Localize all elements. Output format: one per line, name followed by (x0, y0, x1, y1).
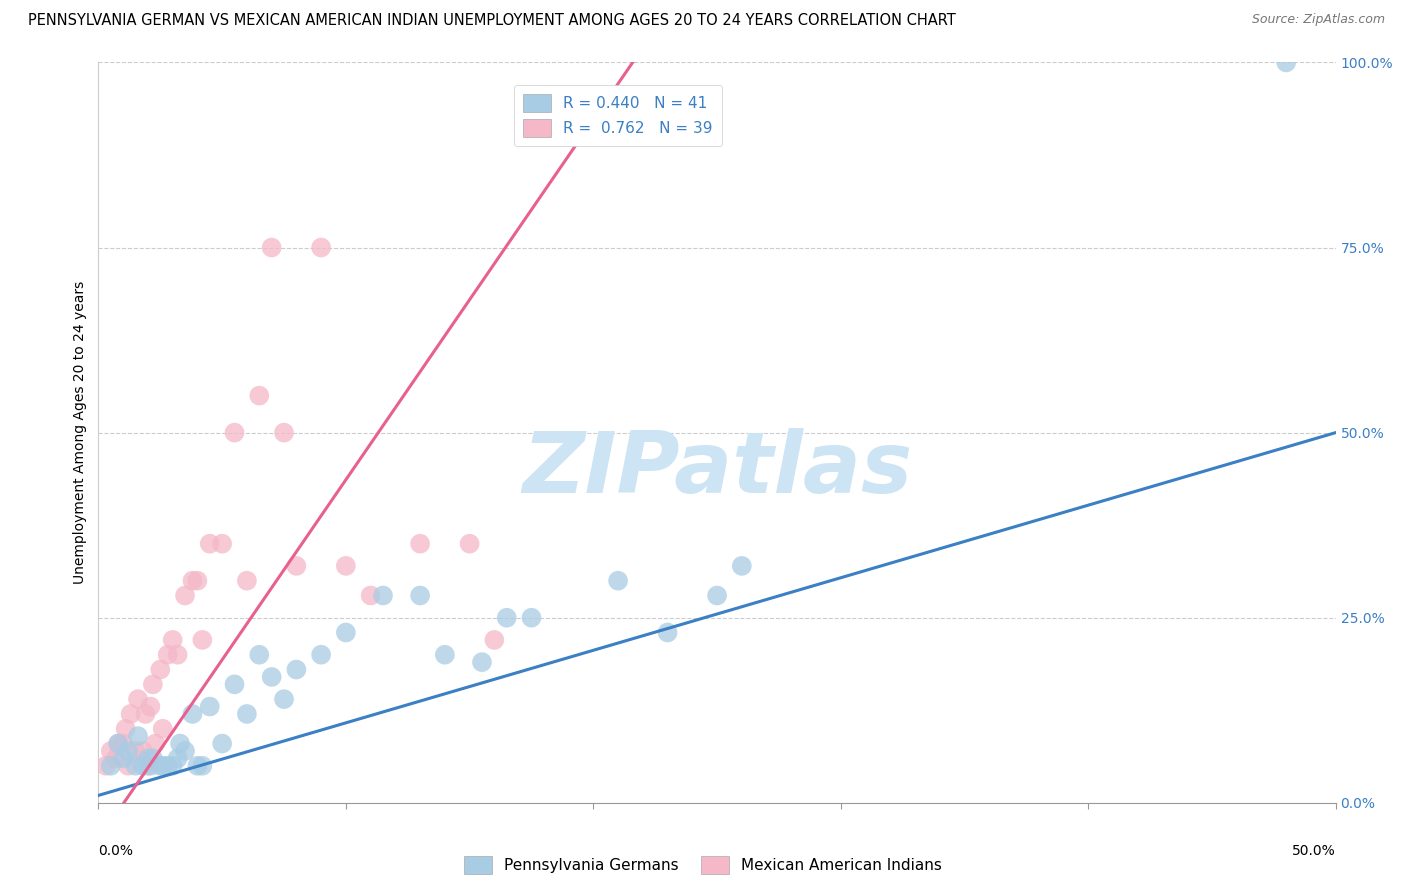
Point (520, 611, 543, 625)
Point (224, 425, 246, 440)
Text: 0.0%: 0.0% (98, 844, 134, 857)
Point (124, 758, 146, 772)
Point (117, 744, 139, 758)
Point (104, 751, 127, 765)
Point (107, 737, 129, 751)
Point (139, 699, 162, 714)
Point (260, 670, 283, 684)
Point (335, 558, 357, 573)
Point (211, 737, 233, 751)
Point (162, 758, 184, 772)
Point (112, 751, 135, 765)
Point (247, 648, 270, 662)
Point (114, 722, 136, 736)
Point (471, 655, 494, 669)
Point (309, 240, 332, 255)
Point (174, 589, 197, 603)
Point (107, 737, 129, 751)
Point (152, 722, 174, 736)
Point (273, 425, 295, 440)
Point (169, 737, 191, 751)
Point (139, 758, 162, 772)
Point (198, 537, 221, 551)
Point (134, 706, 156, 721)
Point (149, 663, 172, 677)
Point (1275, 55, 1298, 70)
Point (458, 537, 481, 551)
Point (731, 558, 754, 573)
Point (309, 648, 332, 662)
Point (285, 663, 308, 677)
Point (371, 589, 394, 603)
Point (484, 632, 506, 647)
Point (112, 737, 135, 751)
Point (94, 758, 117, 772)
Point (433, 648, 456, 662)
Point (166, 751, 188, 765)
Point (335, 625, 357, 640)
Point (186, 574, 208, 588)
Point (174, 744, 197, 758)
Point (285, 558, 308, 573)
Point (181, 706, 204, 721)
Text: Source: ZipAtlas.com: Source: ZipAtlas.com (1251, 13, 1385, 27)
Point (236, 574, 259, 588)
Point (100, 744, 122, 758)
Point (191, 758, 214, 772)
Legend: Pennsylvania Germans, Mexican American Indians: Pennsylvania Germans, Mexican American I… (458, 850, 948, 880)
Point (136, 751, 159, 765)
Point (156, 758, 179, 772)
Point (142, 751, 165, 765)
Point (186, 758, 208, 772)
Point (143, 737, 166, 751)
Point (409, 589, 432, 603)
Text: ZIPatlas: ZIPatlas (522, 428, 912, 511)
Point (127, 692, 149, 706)
Point (120, 706, 142, 721)
Point (211, 537, 233, 551)
Point (132, 758, 155, 772)
Text: PENNSYLVANIA GERMAN VS MEXICAN AMERICAN INDIAN UNEMPLOYMENT AMONG AGES 20 TO 24 : PENNSYLVANIA GERMAN VS MEXICAN AMERICAN … (28, 13, 956, 29)
Point (132, 744, 155, 758)
Point (166, 648, 188, 662)
Point (124, 744, 146, 758)
Point (495, 611, 517, 625)
Point (136, 758, 159, 772)
Y-axis label: Unemployment Among Ages 20 to 24 years: Unemployment Among Ages 20 to 24 years (73, 281, 87, 584)
Point (181, 574, 204, 588)
Point (127, 729, 149, 743)
Point (117, 758, 139, 772)
Point (360, 589, 382, 603)
Point (273, 692, 295, 706)
Point (409, 537, 432, 551)
Point (247, 389, 270, 403)
Point (156, 648, 179, 662)
Point (198, 699, 221, 714)
Point (236, 706, 259, 721)
Point (162, 632, 184, 647)
Text: 50.0%: 50.0% (1292, 844, 1336, 857)
Point (191, 632, 214, 647)
Point (657, 625, 679, 640)
Point (607, 574, 630, 588)
Point (706, 589, 728, 603)
Point (149, 758, 172, 772)
Point (224, 677, 246, 691)
Legend: R = 0.440   N = 41, R =  0.762   N = 39: R = 0.440 N = 41, R = 0.762 N = 39 (515, 85, 721, 146)
Point (142, 677, 165, 691)
Point (260, 240, 283, 255)
Point (152, 758, 174, 772)
Point (100, 758, 122, 772)
